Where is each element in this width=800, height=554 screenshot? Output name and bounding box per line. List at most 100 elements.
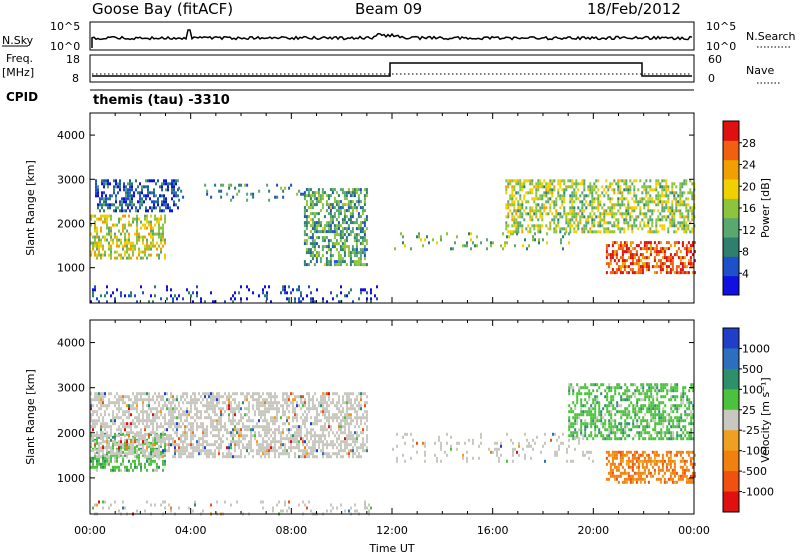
echo-cell [620, 416, 623, 420]
echo-cell [326, 404, 328, 408]
echo-cell [110, 446, 112, 450]
echo-cell [605, 212, 608, 216]
echo-cell [332, 452, 334, 456]
echo-cell [142, 404, 144, 408]
echo-cell [337, 212, 340, 216]
echo-cell [349, 194, 352, 198]
echo-cell [625, 241, 628, 245]
echo-cell [150, 431, 152, 435]
echo-cell [327, 248, 330, 252]
echo-cell [627, 206, 630, 210]
echo-cell [361, 248, 364, 252]
echo-cell [260, 443, 262, 447]
echo-cell [202, 428, 204, 432]
echo-cell [90, 449, 92, 453]
echo-cell [598, 386, 601, 390]
echo-cell [304, 425, 306, 429]
echo-cell [160, 235, 162, 239]
echo-cell [168, 419, 170, 423]
echo-cell [605, 230, 608, 234]
echo-cell [294, 410, 296, 414]
echo-cell [128, 241, 130, 245]
echo-cell [102, 398, 104, 402]
echo-cell [348, 452, 350, 456]
echo-cell [282, 428, 284, 432]
echo-cell [578, 441, 580, 445]
echo-cell [168, 413, 170, 417]
echo-cell [174, 440, 176, 444]
echo-cell [180, 446, 182, 450]
echo-cell [490, 241, 492, 245]
echo-cell [679, 194, 682, 198]
echo-cell [364, 404, 366, 408]
echo-cell [304, 419, 306, 423]
echo-cell [268, 431, 270, 435]
echo-cell [108, 244, 110, 248]
echo-cell [108, 459, 110, 463]
echo-cell [226, 455, 228, 459]
echo-cell [310, 416, 312, 420]
echo-cell [328, 419, 330, 423]
echo-cell [525, 191, 528, 195]
echo-cell [345, 245, 348, 249]
echo-cell [357, 188, 360, 192]
echo-cell [635, 244, 638, 248]
echo-cell [637, 200, 640, 204]
echo-cell [565, 227, 568, 231]
echo-cell [366, 419, 368, 423]
echo-cell [611, 253, 614, 257]
echo-cell [531, 191, 534, 195]
echo-cell [511, 179, 514, 183]
echo-cell [643, 247, 646, 251]
echo-cell [611, 209, 614, 213]
echo-cell [98, 456, 100, 460]
echo-cell [116, 413, 118, 417]
echo-cell [206, 416, 208, 420]
echo-cell [100, 392, 102, 396]
echo-cell [575, 215, 578, 219]
echo-cell [357, 239, 360, 243]
echo-cell [163, 182, 165, 186]
echo-cell [102, 419, 104, 423]
echo-cell [597, 179, 600, 183]
echo-cell [665, 200, 668, 204]
echo-cell [325, 245, 328, 249]
echo-cell [338, 449, 340, 453]
echo-cell [160, 232, 162, 236]
echo-cell [303, 197, 306, 201]
echo-cell [525, 212, 528, 216]
echo-cell [128, 238, 130, 242]
echo-cell [567, 218, 570, 222]
echo-cell [647, 200, 650, 204]
echo-cell [156, 452, 158, 456]
echo-cell [655, 194, 658, 198]
echo-cell [296, 425, 298, 429]
echo-cell [572, 425, 575, 429]
echo-cell [355, 221, 358, 225]
echo-cell [659, 197, 662, 201]
echo-cell [104, 465, 106, 469]
echo-cell [332, 401, 334, 405]
echo-cell [307, 236, 310, 240]
echo-cell [572, 392, 575, 396]
echo-cell [258, 425, 260, 429]
echo-cell [351, 251, 354, 255]
echo-cell [142, 241, 144, 245]
echo-cell [110, 232, 112, 236]
echo-cell [651, 197, 654, 201]
echo-cell [591, 194, 594, 198]
echo-cell [90, 437, 92, 441]
echo-cell [592, 389, 595, 393]
echo-cell [549, 209, 552, 213]
echo-cell [344, 449, 346, 453]
echo-cell [410, 247, 412, 251]
echo-cell [593, 197, 596, 201]
echo-cell [174, 422, 176, 426]
echo-cell [343, 197, 346, 201]
echo-cell [312, 455, 314, 459]
echo-cell [182, 392, 184, 396]
echo-cell [96, 392, 98, 396]
echo-cell [162, 235, 164, 239]
velocity-echo-cells [90, 383, 696, 516]
echo-cell [125, 194, 127, 198]
